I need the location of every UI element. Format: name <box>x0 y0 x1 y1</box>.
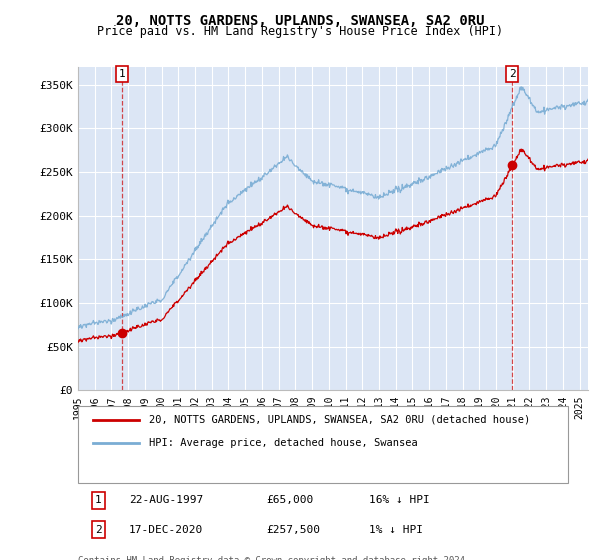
Text: 22-AUG-1997: 22-AUG-1997 <box>129 496 203 505</box>
Text: £257,500: £257,500 <box>266 525 320 535</box>
Text: 2: 2 <box>95 525 102 535</box>
Text: 1% ↓ HPI: 1% ↓ HPI <box>368 525 422 535</box>
FancyBboxPatch shape <box>78 407 568 483</box>
Text: 20, NOTTS GARDENS, UPLANDS, SWANSEA, SA2 0RU (detached house): 20, NOTTS GARDENS, UPLANDS, SWANSEA, SA2… <box>149 414 530 424</box>
Text: 2: 2 <box>509 69 515 79</box>
Text: 16% ↓ HPI: 16% ↓ HPI <box>368 496 430 505</box>
Text: 17-DEC-2020: 17-DEC-2020 <box>129 525 203 535</box>
Text: 1: 1 <box>95 496 102 505</box>
Text: HPI: Average price, detached house, Swansea: HPI: Average price, detached house, Swan… <box>149 438 418 448</box>
Text: 20, NOTTS GARDENS, UPLANDS, SWANSEA, SA2 0RU: 20, NOTTS GARDENS, UPLANDS, SWANSEA, SA2… <box>116 14 484 28</box>
Text: 1: 1 <box>119 69 125 79</box>
Text: Price paid vs. HM Land Registry's House Price Index (HPI): Price paid vs. HM Land Registry's House … <box>97 25 503 38</box>
Text: Contains HM Land Registry data © Crown copyright and database right 2024.: Contains HM Land Registry data © Crown c… <box>78 556 470 560</box>
Text: £65,000: £65,000 <box>266 496 314 505</box>
